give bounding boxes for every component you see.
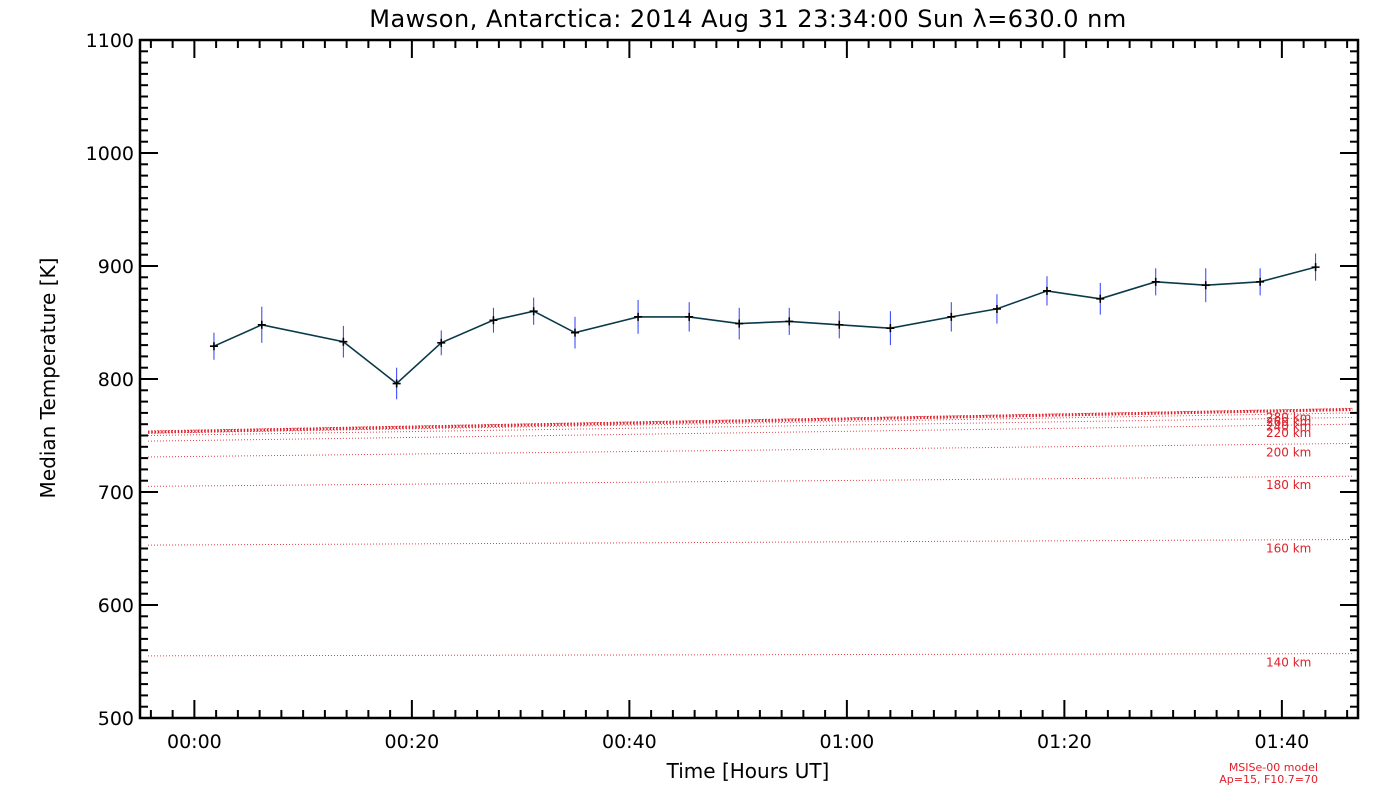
tick-labels: 500 600 700 800 900 1000 1100 00:00 00:20 00:40 01… — [86, 30, 1310, 753]
data-point — [1042, 286, 1051, 295]
model-line-heavy — [147, 408, 1353, 434]
data-point — [437, 338, 446, 347]
y-tick-label: 700 — [98, 482, 134, 504]
data-point — [1256, 277, 1265, 286]
chart-title: Mawson, Antarctica: 2014 Aug 31 23:34:00… — [369, 5, 1126, 33]
data-point — [209, 342, 218, 351]
data-point — [835, 320, 844, 329]
x-tick-label: 00:40 — [602, 731, 657, 753]
model-line-label: 180 km — [1266, 478, 1311, 492]
data-series — [209, 253, 1320, 400]
model-line-label: 200 km — [1266, 445, 1311, 459]
model-line-label: 160 km — [1266, 541, 1311, 555]
data-point — [735, 319, 744, 328]
data-point — [571, 328, 579, 337]
model-line-label: 280 km — [1266, 410, 1311, 424]
model-note-line-1: MSISe-00 model — [1229, 761, 1318, 774]
x-tick-label: 00:00 — [167, 731, 222, 753]
y-tick-label: 500 — [98, 708, 134, 730]
y-tick-label: 900 — [98, 256, 134, 278]
data-point — [1151, 277, 1160, 286]
model-line-label: 240 km — [1266, 419, 1311, 433]
data-point — [685, 312, 694, 321]
model-line-label: 140 km — [1266, 656, 1311, 670]
data-point — [257, 320, 266, 329]
data-point — [529, 307, 538, 316]
data-point — [1096, 294, 1105, 303]
y-tick-label: 800 — [98, 369, 134, 391]
model-line-label: 260 km — [1266, 415, 1311, 429]
y-axis-label: Median Temperature [K] — [36, 258, 60, 499]
x-axis-label: Time [Hours UT] — [666, 759, 830, 783]
x-tick-label: 01:40 — [1254, 731, 1309, 753]
plot-axes — [138, 38, 1360, 720]
x-tick-label: 01:20 — [1037, 731, 1092, 753]
x-tick-label: 00:20 — [384, 731, 439, 753]
data-point — [1201, 281, 1210, 290]
data-point — [785, 317, 794, 326]
model-note-line-2: Ap=15, F10.7=70 — [1219, 773, 1318, 786]
data-point — [992, 304, 1001, 313]
y-tick-label: 1000 — [86, 143, 134, 165]
model-line-label: 220 km — [1266, 426, 1311, 440]
y-tick-label: 1100 — [86, 30, 134, 52]
data-point — [339, 337, 348, 346]
x-tick-label: 01:00 — [819, 731, 874, 753]
data-point — [489, 316, 498, 325]
series-line — [213, 266, 1316, 385]
data-point — [947, 312, 956, 321]
y-tick-label: 600 — [98, 595, 134, 617]
data-point — [634, 312, 643, 321]
data-point — [392, 379, 401, 388]
data-point — [886, 324, 895, 333]
data-point — [1311, 263, 1320, 272]
